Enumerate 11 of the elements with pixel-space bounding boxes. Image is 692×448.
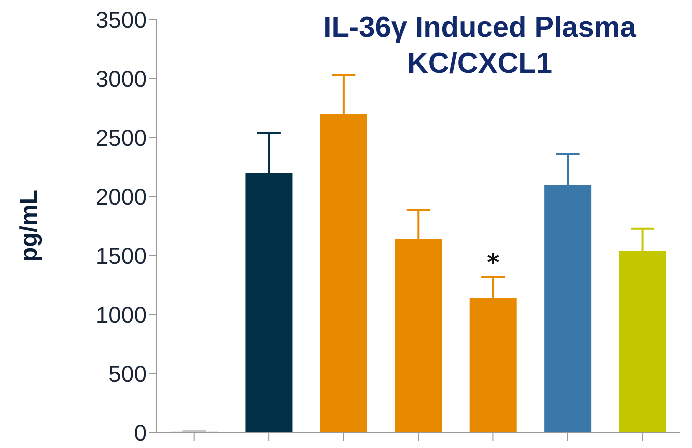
y-tick-label: 1000 — [96, 302, 147, 328]
y-tick-label: 500 — [108, 361, 147, 388]
y-axis-title: pg/mL — [16, 190, 44, 262]
y-tick-label: 0 — [134, 420, 147, 446]
y-tick-label: 2000 — [96, 184, 147, 210]
y-tick-label: 3500 — [96, 7, 147, 34]
y-tick-label: 3000 — [96, 66, 147, 92]
data-label: * — [487, 249, 500, 278]
chart-title: IL-36γ Induced Plasma KC/CXCL1 — [322, 11, 638, 82]
y-tick-label: 2500 — [96, 125, 147, 152]
y-tick-label: 1500 — [96, 243, 147, 270]
